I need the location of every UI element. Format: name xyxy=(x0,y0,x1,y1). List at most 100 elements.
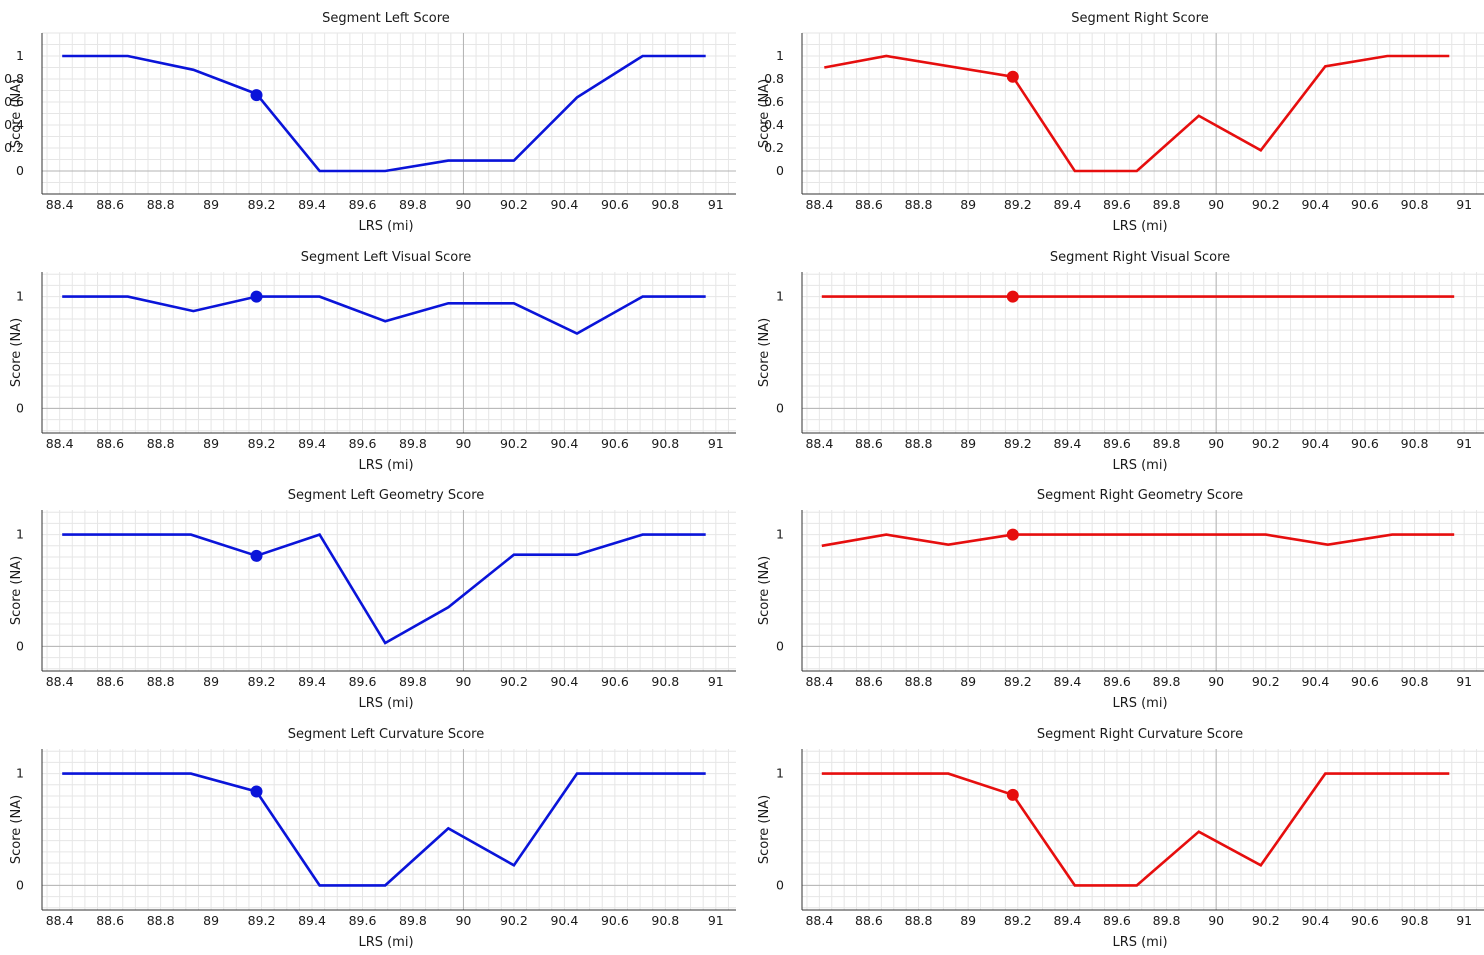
chart-panel-6: 88.4 88.6 88.8 89 89.2 89.4 89.6 89.8 90 90.2 90.4… xyxy=(757,488,1484,711)
x-tick-label: 89.8 xyxy=(1153,674,1181,689)
y-axis-label: Score (NA) xyxy=(757,79,772,148)
x-tick-label: 89.2 xyxy=(1004,197,1032,212)
y-tick-label: 0 xyxy=(776,638,784,653)
x-tick-label: 88.6 xyxy=(96,674,124,689)
highlight-marker[interactable] xyxy=(250,290,263,303)
x-axis-label: LRS (mi) xyxy=(1112,458,1167,473)
y-tick-label: 0.8 xyxy=(4,71,24,86)
highlight-marker[interactable] xyxy=(250,785,263,798)
y-tick-label: 1 xyxy=(16,527,24,542)
series-line xyxy=(62,295,706,335)
highlight-marker[interactable] xyxy=(250,89,263,102)
chart-panel-4: 88.4 88.6 88.8 89 89.2 89.4 89.6 89.8 90 90.2 90.4… xyxy=(757,250,1484,473)
x-tick-label: 90.2 xyxy=(1252,913,1280,928)
x-tick-label: 90 xyxy=(1208,436,1224,451)
x-tick-label: 89.4 xyxy=(298,436,326,451)
y-tick-label: 0.4 xyxy=(764,117,784,132)
minor-gridlines xyxy=(42,749,736,910)
x-tick-label: 90.8 xyxy=(1401,436,1429,451)
x-tick-label: 89.6 xyxy=(349,436,377,451)
chart-panel-8: 88.4 88.6 88.8 89 89.2 89.4 89.6 89.8 90 90.2 90.4… xyxy=(757,727,1484,950)
highlight-marker[interactable] xyxy=(1006,788,1019,801)
x-tick-label: 90.4 xyxy=(1301,913,1329,928)
x-tick-label: 88.6 xyxy=(855,436,883,451)
chart-panel-1: 88.4 88.6 88.8 89 89.2 89.4 89.6 89.8 90 90.2 90.4… xyxy=(4,11,736,234)
y-tick-label: 0 xyxy=(776,400,784,415)
y-tick-label: 0 xyxy=(16,638,24,653)
y-tick-label: 1 xyxy=(776,289,784,304)
y-axis-label: Score (NA) xyxy=(757,556,772,625)
x-tick-label: 89 xyxy=(960,436,976,451)
x-tick-label: 91 xyxy=(708,436,724,451)
y-tick-label: 0.2 xyxy=(764,140,784,155)
x-tick-label: 89 xyxy=(203,197,219,212)
y-tick-label: 0 xyxy=(776,163,784,178)
x-tick-label: 89.2 xyxy=(1004,913,1032,928)
x-tick-label: 89.6 xyxy=(349,197,377,212)
x-tick-label: 88.8 xyxy=(905,436,933,451)
x-tick-label: 89 xyxy=(960,674,976,689)
x-axis-label: LRS (mi) xyxy=(1112,696,1167,711)
x-tick-label: 88.4 xyxy=(805,674,833,689)
y-tick-label: 1 xyxy=(776,527,784,542)
x-tick-label: 90.2 xyxy=(500,436,528,451)
x-tick-label: 90.8 xyxy=(1401,674,1429,689)
x-tick-label: 88.8 xyxy=(905,197,933,212)
x-tick-label: 88.8 xyxy=(147,197,175,212)
x-tick-label: 89.2 xyxy=(1004,674,1032,689)
x-tick-label: 89.2 xyxy=(248,436,276,451)
y-tick-label: 1 xyxy=(16,766,24,781)
x-tick-label: 90.8 xyxy=(651,913,679,928)
x-tick-label: 90.4 xyxy=(550,674,578,689)
x-tick-label: 90.4 xyxy=(1301,436,1329,451)
x-tick-label: 89.4 xyxy=(298,674,326,689)
series-line xyxy=(62,772,706,887)
x-tick-label: 90.2 xyxy=(500,197,528,212)
x-tick-label: 90 xyxy=(1208,913,1224,928)
x-tick-label: 88.4 xyxy=(46,913,74,928)
chart-title: Segment Left Curvature Score xyxy=(288,727,484,742)
highlight-marker[interactable] xyxy=(250,549,263,562)
x-tick-label: 89.8 xyxy=(1153,197,1181,212)
highlight-marker[interactable] xyxy=(1006,70,1019,83)
y-tick-label: 0 xyxy=(776,877,784,892)
x-tick-label: 90.6 xyxy=(1351,913,1379,928)
chart-panel-3: 88.4 88.6 88.8 89 89.2 89.4 89.6 89.8 90 90.2 90.4… xyxy=(9,250,736,473)
chart-title: Segment Right Visual Score xyxy=(1050,250,1230,265)
x-tick-label: 89.4 xyxy=(1053,913,1081,928)
chart-title: Segment Left Visual Score xyxy=(301,250,472,265)
x-tick-label: 88.4 xyxy=(46,197,74,212)
x-tick-label: 90.6 xyxy=(1351,197,1379,212)
x-tick-label: 90.8 xyxy=(651,674,679,689)
x-tick-label: 89.8 xyxy=(399,674,427,689)
highlight-marker[interactable] xyxy=(1006,290,1019,303)
x-tick-label: 89.4 xyxy=(298,913,326,928)
x-axis-label: LRS (mi) xyxy=(1112,935,1167,950)
x-tick-label: 90.2 xyxy=(1252,197,1280,212)
x-tick-label: 90 xyxy=(455,436,471,451)
x-tick-label: 89.4 xyxy=(1053,436,1081,451)
chart-title: Segment Left Geometry Score xyxy=(288,488,485,503)
x-tick-label: 88.6 xyxy=(855,913,883,928)
x-tick-label: 89 xyxy=(203,436,219,451)
x-tick-label: 90 xyxy=(1208,674,1224,689)
x-tick-label: 90.6 xyxy=(601,913,629,928)
minor-gridlines xyxy=(42,32,736,195)
x-tick-label: 90.8 xyxy=(1401,913,1429,928)
chart-title: Segment Right Score xyxy=(1071,11,1208,26)
x-tick-label: 88.4 xyxy=(805,436,833,451)
x-tick-label: 89.4 xyxy=(298,197,326,212)
y-axis-label: Score (NA) xyxy=(757,795,772,864)
x-tick-label: 90.2 xyxy=(1252,436,1280,451)
highlight-marker[interactable] xyxy=(1006,528,1019,541)
x-axis-label: LRS (mi) xyxy=(358,219,413,234)
y-axis-label: Score (NA) xyxy=(9,795,24,864)
y-axis-label: Score (NA) xyxy=(757,318,772,387)
x-axis-label: LRS (mi) xyxy=(358,935,413,950)
x-tick-label: 90.2 xyxy=(1252,674,1280,689)
y-tick-label: 1 xyxy=(776,48,784,63)
x-tick-label: 91 xyxy=(1456,197,1472,212)
y-axis-label: Score (NA) xyxy=(9,318,24,387)
x-tick-label: 90.6 xyxy=(601,197,629,212)
